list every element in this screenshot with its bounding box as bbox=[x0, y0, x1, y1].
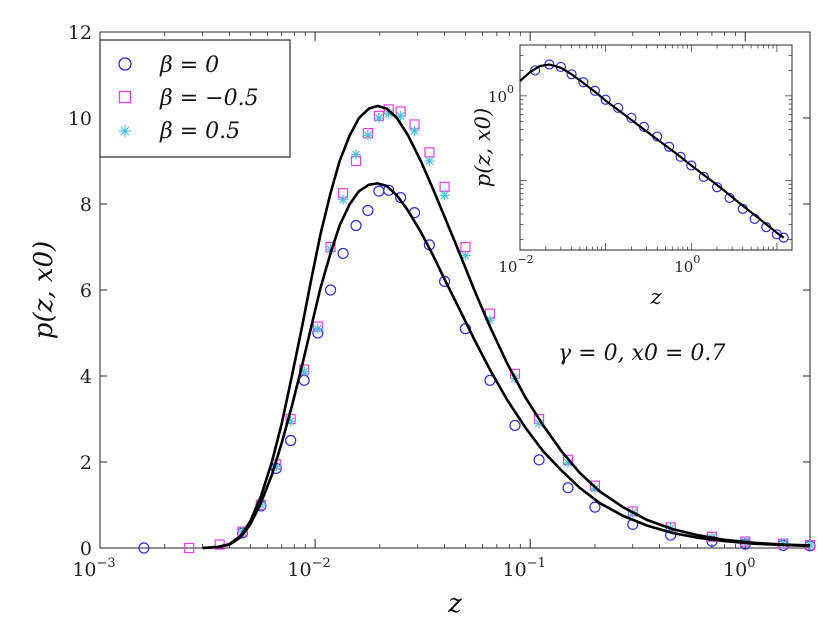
data-point-circle bbox=[362, 204, 374, 217]
data-point-circle bbox=[373, 185, 385, 197]
legend-entry-beta-neg-0-5: β = −0.5 bbox=[118, 86, 259, 111]
data-point-star bbox=[409, 125, 420, 136]
y-tick-label: 8 bbox=[80, 194, 92, 216]
data-point-star bbox=[460, 250, 471, 261]
inset-series-1 bbox=[519, 63, 785, 239]
inset-series-line bbox=[519, 63, 785, 239]
inset-y-tick-label: 100 bbox=[488, 83, 514, 106]
inset-x-tick-label: 100 bbox=[674, 253, 700, 276]
x-tick-label: 100 bbox=[723, 556, 755, 581]
inset-y-axis-label: p(z, x0) bbox=[471, 108, 495, 187]
legend-entry-beta-0-5: β = 0.5 bbox=[119, 119, 240, 144]
data-point-circle bbox=[529, 65, 541, 76]
legend-marker-square bbox=[118, 90, 132, 104]
data-point-circle bbox=[698, 171, 709, 182]
data-point-circle bbox=[337, 247, 349, 260]
series-line bbox=[202, 104, 811, 550]
data-point-circle bbox=[509, 419, 521, 432]
data-point-circle bbox=[778, 232, 789, 243]
y-tick-label: 4 bbox=[80, 366, 92, 388]
legend-marker-star bbox=[119, 125, 131, 137]
legend-entry-beta-0: β = 0 bbox=[118, 53, 219, 78]
y-tick-label: 10 bbox=[68, 108, 92, 130]
legend-label-beta-0: β = 0 bbox=[159, 53, 219, 78]
data-point-circle bbox=[771, 229, 783, 240]
data-point-square bbox=[460, 241, 471, 253]
x-tick-label: 10−3 bbox=[72, 556, 115, 581]
x-axis-label: z bbox=[447, 589, 462, 619]
inset-plot: 10−2 100 100 z p(z, x0) bbox=[471, 44, 793, 309]
main-plot: 0 2 4 6 8 10 12 10−3 10−2 10−1 100 z p(z, x0) bbox=[29, 22, 816, 619]
data-point-circle bbox=[675, 151, 686, 162]
data-point-circle bbox=[663, 141, 675, 152]
data-point-square bbox=[184, 542, 195, 554]
data-point-square bbox=[424, 147, 435, 158]
inset-x-axis-label: z bbox=[649, 285, 662, 309]
data-point-star bbox=[338, 194, 349, 205]
y-axis-label: p(z, x0) bbox=[29, 241, 59, 339]
data-point-circle bbox=[600, 94, 611, 105]
data-point-circle bbox=[533, 454, 545, 466]
series-4 bbox=[202, 104, 811, 550]
data-point-star bbox=[373, 113, 384, 123]
data-point-circle bbox=[562, 482, 574, 494]
data-point-circle bbox=[324, 284, 337, 296]
data-point-star bbox=[362, 130, 373, 141]
data-point-square bbox=[439, 181, 450, 192]
x-tick-label: 10−1 bbox=[502, 556, 545, 581]
y-tick-label: 2 bbox=[80, 452, 92, 474]
data-point-circle bbox=[138, 542, 150, 554]
inset-frame bbox=[519, 44, 793, 251]
legend-marker-circle bbox=[118, 57, 132, 71]
legend-label-beta-0-5: β = 0.5 bbox=[159, 119, 240, 144]
y-tick-label: 12 bbox=[68, 22, 92, 44]
data-point-star bbox=[424, 156, 435, 166]
y-tick-label: 0 bbox=[80, 538, 92, 560]
data-point-star bbox=[312, 323, 323, 334]
legend-label-beta-neg-0-5: β = −0.5 bbox=[159, 86, 259, 111]
data-point-circle bbox=[686, 160, 697, 171]
series-line bbox=[202, 182, 811, 550]
legend-box bbox=[99, 39, 291, 158]
data-point-circle bbox=[383, 184, 395, 196]
data-point-circle bbox=[566, 69, 577, 80]
x-tick-label: 10−2 bbox=[287, 556, 330, 581]
data-point-circle bbox=[285, 434, 297, 447]
data-point-star bbox=[395, 110, 406, 121]
data-point-star bbox=[439, 190, 450, 201]
data-point-star bbox=[351, 149, 362, 160]
data-point-circle bbox=[298, 374, 310, 386]
inset-x-tick-label: 10−2 bbox=[498, 253, 533, 276]
data-point-circle bbox=[589, 501, 601, 513]
parameter-annotation: γ = 0, x0 = 0.7 bbox=[558, 341, 725, 366]
data-point-circle bbox=[350, 219, 362, 232]
y-tick-label: 6 bbox=[80, 280, 92, 302]
data-point-circle bbox=[578, 77, 589, 88]
data-point-circle bbox=[589, 85, 601, 96]
series-3 bbox=[202, 182, 811, 550]
legend: β = 0 β = −0.5 β = 0.5 bbox=[99, 39, 291, 158]
